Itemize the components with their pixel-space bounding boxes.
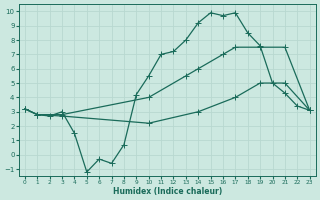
- X-axis label: Humidex (Indice chaleur): Humidex (Indice chaleur): [113, 187, 222, 196]
